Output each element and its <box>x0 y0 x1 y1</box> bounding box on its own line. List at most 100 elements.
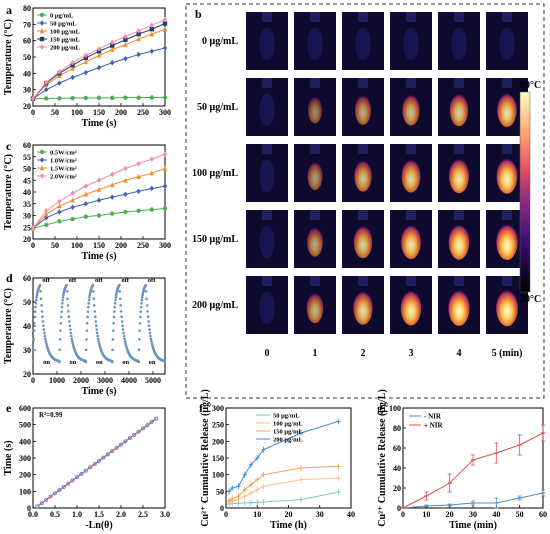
thermal-tube-cap <box>454 12 464 22</box>
chart-d-point <box>84 360 88 364</box>
chart-a-xtick-label: 100 <box>71 108 83 117</box>
chart-d-point <box>124 342 127 345</box>
chart-d-point <box>91 283 95 287</box>
chart-a-point <box>83 52 88 59</box>
chart-d-point <box>114 296 118 299</box>
chart-d-point <box>70 339 74 343</box>
chart-e-point <box>79 471 84 476</box>
chart-d-point <box>60 302 64 305</box>
chart-d-point <box>66 304 70 307</box>
thermal-hotspot <box>496 158 518 194</box>
thermal-tube-cap <box>454 276 464 286</box>
chart-d-off-label: off <box>42 277 50 284</box>
chart-a-ytick-label: 70 <box>23 20 31 29</box>
chart-c-point <box>96 186 102 192</box>
chart-d-point <box>88 293 92 297</box>
chart-d-point <box>114 293 118 297</box>
chart-a-legend-label: 50 μg/mL <box>50 21 77 28</box>
chart-d-point <box>95 328 99 331</box>
chart-c-point <box>83 214 89 219</box>
chart-f-ytick-label: 300 <box>212 404 224 413</box>
panel-letter-g: g <box>377 401 383 415</box>
chart-d-point <box>41 315 44 318</box>
chart-d-off-label: off <box>148 277 156 284</box>
chart-d-point <box>92 297 96 301</box>
chart-a-point <box>44 86 49 93</box>
chart-d-point <box>71 342 75 345</box>
chart-c-xtick-label: 0 <box>31 241 35 250</box>
chart-d-point <box>33 315 37 319</box>
chart-e-fit-line <box>37 418 157 507</box>
chart-a-legend-marker <box>39 12 45 18</box>
chart-a-point <box>110 46 115 52</box>
chart-a-xtick-label: 250 <box>137 108 149 117</box>
thermal-tube-body <box>499 27 515 61</box>
chart-e-point <box>57 488 62 493</box>
chart-a-point <box>149 22 154 28</box>
chart-f-legend-label: 100 μg/mL <box>273 421 304 428</box>
chart-a-point <box>162 45 168 51</box>
chart-d-point <box>35 296 38 299</box>
chart-d-point <box>60 310 63 313</box>
chart-c-point <box>162 183 168 189</box>
thermal-tube-cap <box>406 276 416 286</box>
chart-e: 0.0 0.5 1.0 1.5 2.0 2.5 3.0 0 100 200 300 400 500 600… <box>3 404 170 531</box>
chart-g-ytick-label: 40 <box>393 464 401 473</box>
chart-d-point <box>149 334 152 338</box>
chart-d-ytick-label: 50 <box>23 298 31 307</box>
chart-d-point <box>41 320 45 323</box>
chart-d-point <box>111 338 115 341</box>
chart-d-point <box>138 321 142 325</box>
thermal-tube-body <box>259 27 275 61</box>
thermal-hotspot <box>308 96 322 124</box>
chart-d-off-label: off <box>95 277 103 284</box>
chart-d-point <box>145 297 148 301</box>
chart-f-xtick-label: 40 <box>347 510 355 519</box>
thermal-hotspot <box>449 158 469 194</box>
chart-a-ytick-label: 40 <box>23 69 31 78</box>
chart-c-point <box>123 165 128 172</box>
chart-e-frame <box>32 407 166 509</box>
chart-d-point <box>61 298 64 302</box>
chart-c-point <box>162 165 168 171</box>
chart-a-ylabel: Temperature (°C) <box>3 19 14 95</box>
chart-a-point <box>96 46 102 52</box>
chart-d-point <box>141 293 144 297</box>
thermal-column-label: 5 (min) <box>492 348 523 359</box>
thermal-tube-cap <box>262 276 272 286</box>
thermal-tube-cap <box>262 210 272 220</box>
chart-a-point <box>136 95 141 100</box>
chart-d-ytick-label: 40 <box>23 322 31 331</box>
chart-c-point <box>44 222 49 228</box>
thermal-tube-body <box>259 159 275 193</box>
chart-d-point <box>44 337 47 341</box>
chart-d-point <box>145 304 149 307</box>
chart-d-point <box>67 315 71 318</box>
chart-d-point <box>87 305 90 309</box>
thermal-row-label: 200 μg/mL <box>192 300 238 311</box>
chart-d-point <box>137 360 140 364</box>
chart-g-legend-label: + NIR <box>424 422 444 430</box>
chart-c-xtick-label: 300 <box>159 241 171 250</box>
chart-d-point <box>59 329 62 332</box>
chart-d-point <box>67 310 70 313</box>
chart-d-point <box>85 338 88 341</box>
chart-g-ytick-label: 20 <box>393 484 401 493</box>
chart-f-xtick-label: 0 <box>224 510 228 519</box>
chart-g-ytick-label: 60 <box>393 444 401 453</box>
chart-g-xtick-label: 60 <box>539 510 547 519</box>
chart-d-point <box>118 283 121 287</box>
chart-c-legend-label: 1.5W/cm² <box>50 166 77 173</box>
chart-a-xtick-label: 0 <box>31 108 35 117</box>
thermal-tube-cap <box>262 78 272 88</box>
chart-d-point <box>85 321 89 325</box>
chart-f-ytick-label: 100 <box>212 471 224 480</box>
chart-g-xtick-label: 40 <box>492 510 500 519</box>
chart-d-point <box>31 360 35 364</box>
chart-d-point <box>147 320 150 323</box>
thermal-tube-cap <box>502 78 512 88</box>
chart-d-off-label: off <box>121 277 129 284</box>
chart-c-legend-marker <box>39 149 45 155</box>
thermal-tube-body <box>259 93 275 127</box>
chart-f-legend-label: 200 μg/mL <box>273 437 304 444</box>
